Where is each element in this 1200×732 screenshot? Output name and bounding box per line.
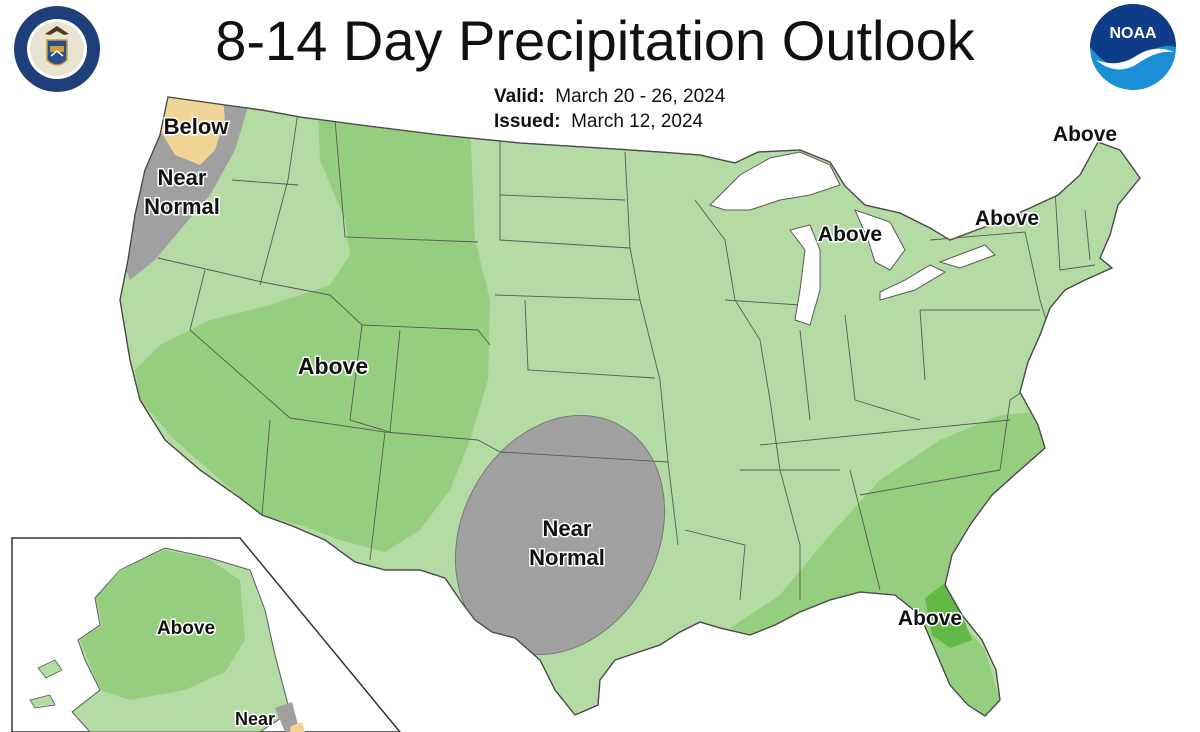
label-above-west: Above xyxy=(298,353,368,379)
label-above-great-lakes: Above xyxy=(818,223,882,246)
label-near-southern-plains: Near xyxy=(543,516,592,541)
noaa-logo-icon: NOAA xyxy=(1090,4,1176,90)
label-normal-northwest: Normal xyxy=(144,194,220,219)
label-above-southeast: Above xyxy=(898,607,962,630)
issued-label: Issued: xyxy=(494,111,561,132)
above-medium-west-region xyxy=(135,115,490,552)
alaska-island xyxy=(29,694,56,709)
valid-label: Valid: xyxy=(494,86,545,107)
lake-huron xyxy=(854,209,906,271)
lake-ontario xyxy=(938,244,996,269)
label-below-northwest: Below xyxy=(164,114,230,139)
label-above-new-york: Above xyxy=(975,207,1039,230)
noaa-logo-text: NOAA xyxy=(1109,25,1157,42)
label-near-northwest: Near xyxy=(158,165,207,190)
page-title: 8-14 Day Precipitation Outlook xyxy=(215,9,975,72)
department-of-commerce-seal-icon xyxy=(14,6,100,92)
valid-period: Valid: March 20 - 26, 2024 xyxy=(494,86,725,108)
label-above-alaska: Above xyxy=(157,618,215,639)
map-labels: Below Near Normal Above Near Normal Abov… xyxy=(143,113,1119,731)
lake-erie xyxy=(879,264,947,301)
conus-regions xyxy=(120,97,1048,716)
alaska-near-normal-region xyxy=(275,702,300,732)
valid-value: March 20 - 26, 2024 xyxy=(555,86,726,107)
alaska-inset xyxy=(11,537,401,732)
state-borders xyxy=(157,111,1096,601)
lake-michigan xyxy=(789,224,821,326)
label-above-northeast: Above xyxy=(1053,123,1117,146)
label-normal-southern-plains: Normal xyxy=(529,545,605,570)
lake-superior xyxy=(709,151,841,211)
alaska-island xyxy=(37,659,63,679)
below-northwest-region xyxy=(160,97,225,165)
alaska-below-region xyxy=(290,722,305,732)
above-strong-florida-region xyxy=(925,583,972,648)
alaska-above-region xyxy=(80,550,245,700)
issued-date: Issued: March 12, 2024 xyxy=(494,111,703,133)
great-lakes xyxy=(709,151,996,326)
label-near-alaska: Near xyxy=(235,709,275,729)
issued-value: March 12, 2024 xyxy=(571,111,704,132)
